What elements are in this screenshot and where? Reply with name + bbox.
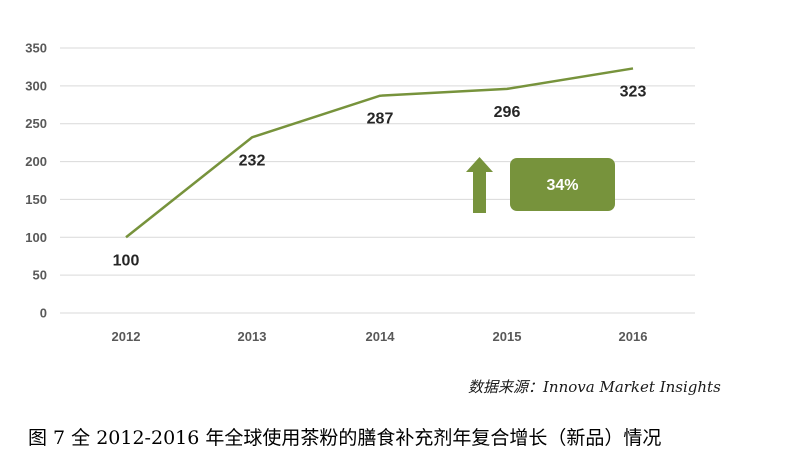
- y-axis-ticks: 0 50 100 150 200 250 300 350: [25, 41, 47, 321]
- y-tick-label: 250: [25, 116, 47, 131]
- series-line: [125, 67, 634, 239]
- y-tick-label: 100: [25, 230, 47, 245]
- x-tick-label: 2013: [238, 329, 267, 344]
- data-label: 100: [113, 252, 140, 269]
- data-label: 287: [367, 111, 394, 128]
- data-labels: 100 232 287 296 323: [113, 83, 647, 269]
- x-axis-ticks: 2012 2013 2014 2015 2016: [112, 329, 648, 344]
- y-tick-label: 0: [40, 306, 47, 321]
- data-label: 232: [239, 152, 266, 169]
- data-label: 296: [494, 104, 521, 121]
- x-tick-label: 2015: [493, 329, 522, 344]
- source-note: 数据来源：Innova Market Insights: [468, 378, 721, 396]
- y-tick-label: 50: [33, 268, 47, 283]
- data-label: 323: [620, 83, 647, 100]
- x-tick-label: 2016: [619, 329, 648, 344]
- x-tick-label: 2014: [366, 329, 396, 344]
- gridlines: [60, 47, 695, 314]
- growth-badge-label: 34%: [546, 177, 578, 194]
- growth-badge: [510, 158, 615, 211]
- y-tick-label: 350: [25, 41, 47, 56]
- y-tick-label: 200: [25, 154, 47, 169]
- up-arrow-icon: [466, 157, 493, 213]
- growth-annotation: 34%: [466, 157, 615, 213]
- figure-caption: 图 7 全 2012-2016 年全球使用茶粉的膳食补充剂年复合增长（新品）情况: [28, 427, 662, 449]
- y-tick-label: 150: [25, 192, 47, 207]
- y-tick-label: 300: [25, 78, 47, 93]
- x-tick-label: 2012: [112, 329, 141, 344]
